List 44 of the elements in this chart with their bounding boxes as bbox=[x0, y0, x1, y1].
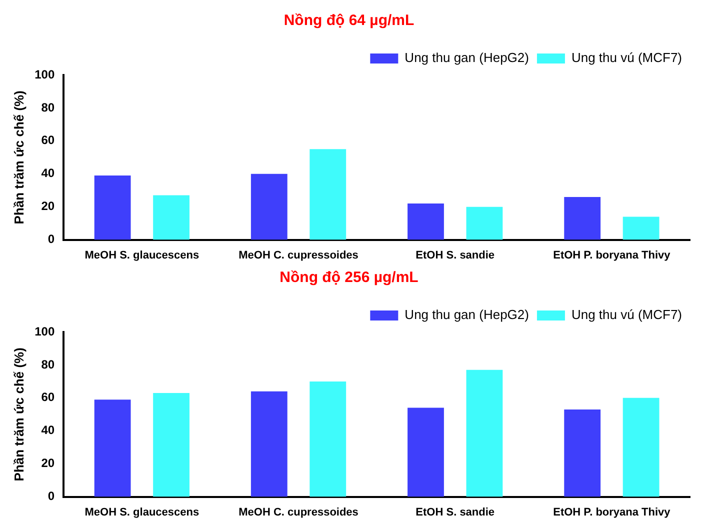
x-tick-label: EtOH S. sandie bbox=[416, 249, 495, 262]
bar bbox=[310, 381, 346, 497]
bar bbox=[94, 176, 131, 240]
x-tick-label: EtOH S. sandie bbox=[416, 506, 495, 518]
y-tick-label: 100 bbox=[34, 324, 55, 338]
legend-label: Ung thu gan (HepG2) bbox=[404, 307, 529, 322]
y-tick-label: 0 bbox=[48, 489, 55, 504]
bar bbox=[408, 408, 444, 497]
x-tick-label: EtOH P. boryana Thivy bbox=[553, 249, 672, 262]
y-tick-label: 40 bbox=[41, 423, 55, 438]
y-tick-label: 40 bbox=[41, 166, 55, 180]
bar bbox=[466, 370, 503, 497]
bar bbox=[153, 392, 190, 497]
bar bbox=[466, 206, 503, 240]
x-tick-label: MeOH S. glaucescens bbox=[84, 249, 200, 262]
x-tick-label: EtOH P. boryana Thivy bbox=[553, 506, 672, 518]
chart-title: Nồng độ 256 µg/mL bbox=[280, 269, 418, 286]
y-tick-label: 80 bbox=[41, 357, 55, 372]
y-axis-title: Phần trăm ức chế (%) bbox=[11, 348, 26, 482]
bar bbox=[250, 391, 288, 497]
y-tick-label: 0 bbox=[48, 232, 55, 246]
x-tick-label: MeOH C. cupressoides bbox=[238, 249, 358, 262]
bar bbox=[153, 195, 190, 240]
y-tick-label: 80 bbox=[41, 100, 55, 114]
bar bbox=[310, 149, 346, 240]
bar bbox=[564, 409, 601, 497]
bar bbox=[622, 398, 660, 497]
bar bbox=[622, 216, 660, 240]
bar bbox=[94, 400, 131, 497]
x-tick-label: MeOH C. cupressoides bbox=[238, 506, 358, 518]
y-tick-label: 60 bbox=[41, 390, 55, 404]
legend-label: Ung thu gan (HepG2) bbox=[404, 50, 529, 66]
bar bbox=[564, 196, 601, 240]
chart-title: Nồng độ 64 µg/mL bbox=[284, 12, 414, 30]
y-tick-label: 20 bbox=[41, 199, 55, 214]
x-tick-label: MeOH S. glaucescens bbox=[84, 506, 200, 518]
bar bbox=[408, 204, 444, 240]
legend-label: Ung thu vú (MCF7) bbox=[571, 307, 682, 322]
bar bbox=[250, 174, 288, 240]
y-tick-label: 60 bbox=[41, 133, 55, 148]
y-axis-title: Phần trăm ức chế (%) bbox=[11, 90, 26, 224]
y-tick-label: 100 bbox=[34, 67, 55, 82]
y-tick-label: 20 bbox=[41, 456, 55, 470]
legend-label: Ung thu vú (MCF7) bbox=[571, 50, 682, 66]
